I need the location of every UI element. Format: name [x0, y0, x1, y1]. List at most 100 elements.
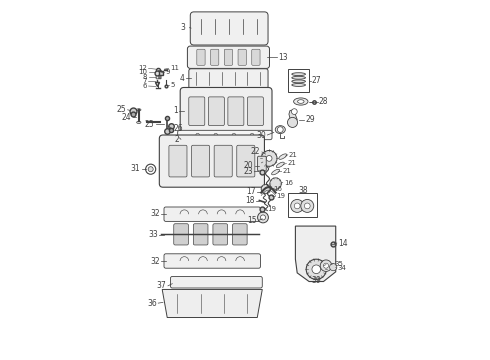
- Text: 32: 32: [150, 257, 160, 266]
- Ellipse shape: [275, 126, 285, 134]
- FancyBboxPatch shape: [187, 46, 270, 68]
- FancyBboxPatch shape: [180, 87, 272, 135]
- Text: 35: 35: [334, 261, 343, 266]
- Text: 8: 8: [143, 74, 147, 80]
- Circle shape: [196, 133, 199, 137]
- Text: 21: 21: [289, 152, 298, 158]
- Ellipse shape: [292, 80, 305, 83]
- Ellipse shape: [294, 98, 308, 105]
- Circle shape: [232, 133, 236, 137]
- Text: 18: 18: [245, 196, 255, 205]
- Circle shape: [306, 259, 326, 279]
- Text: 12: 12: [138, 66, 147, 71]
- Ellipse shape: [271, 169, 280, 175]
- Bar: [288, 69, 309, 92]
- Circle shape: [330, 264, 337, 271]
- Polygon shape: [289, 110, 297, 123]
- Circle shape: [292, 109, 297, 114]
- FancyBboxPatch shape: [169, 145, 187, 177]
- Text: 20: 20: [244, 161, 253, 170]
- Text: 21: 21: [283, 168, 292, 174]
- FancyBboxPatch shape: [197, 49, 205, 65]
- Text: 37: 37: [157, 282, 167, 290]
- Circle shape: [304, 203, 310, 209]
- FancyBboxPatch shape: [232, 224, 247, 245]
- Text: 23: 23: [244, 167, 253, 176]
- FancyBboxPatch shape: [211, 49, 219, 65]
- Text: 17: 17: [246, 187, 256, 196]
- Text: 26: 26: [173, 124, 183, 133]
- FancyBboxPatch shape: [178, 130, 272, 140]
- Circle shape: [258, 212, 269, 223]
- Text: 21: 21: [288, 161, 296, 166]
- Text: 33: 33: [148, 230, 158, 239]
- FancyBboxPatch shape: [164, 254, 261, 268]
- Text: 7: 7: [143, 78, 147, 84]
- FancyBboxPatch shape: [174, 224, 188, 245]
- Text: 32: 32: [150, 210, 160, 218]
- FancyBboxPatch shape: [224, 49, 233, 65]
- Text: 11: 11: [170, 66, 179, 71]
- Text: 14: 14: [338, 239, 347, 248]
- Text: 24: 24: [122, 112, 132, 122]
- FancyBboxPatch shape: [156, 74, 161, 79]
- Circle shape: [320, 260, 332, 271]
- Circle shape: [261, 184, 270, 194]
- Text: 39: 39: [312, 276, 321, 284]
- FancyBboxPatch shape: [189, 97, 205, 126]
- Text: 2: 2: [175, 135, 179, 144]
- FancyBboxPatch shape: [190, 12, 268, 45]
- Bar: [288, 193, 317, 217]
- Text: 9: 9: [165, 69, 170, 75]
- Ellipse shape: [279, 154, 287, 159]
- Text: 25: 25: [145, 120, 154, 129]
- Text: 19: 19: [268, 206, 276, 212]
- Ellipse shape: [137, 109, 141, 111]
- Text: 34: 34: [338, 265, 347, 271]
- Circle shape: [214, 133, 218, 137]
- Text: 19: 19: [277, 193, 286, 199]
- Text: 4: 4: [180, 74, 185, 83]
- Circle shape: [261, 215, 266, 220]
- Ellipse shape: [137, 121, 141, 123]
- Text: 1: 1: [173, 107, 178, 116]
- Text: 16: 16: [284, 180, 293, 185]
- FancyBboxPatch shape: [258, 156, 266, 171]
- Text: 15: 15: [247, 216, 257, 225]
- FancyBboxPatch shape: [214, 145, 232, 177]
- FancyBboxPatch shape: [164, 207, 261, 221]
- Text: 3: 3: [181, 23, 186, 32]
- Text: 22: 22: [250, 148, 260, 157]
- Ellipse shape: [292, 84, 305, 86]
- Text: 10: 10: [138, 69, 147, 75]
- Text: 30: 30: [256, 131, 266, 140]
- Text: 25: 25: [117, 105, 126, 114]
- Circle shape: [148, 167, 153, 172]
- Text: 29: 29: [305, 115, 315, 124]
- Text: 16: 16: [273, 186, 282, 192]
- FancyBboxPatch shape: [171, 276, 262, 288]
- Circle shape: [291, 199, 304, 212]
- Ellipse shape: [276, 162, 284, 168]
- Text: 13: 13: [278, 53, 288, 62]
- Circle shape: [277, 127, 283, 132]
- Text: 31: 31: [130, 164, 140, 174]
- Circle shape: [323, 263, 328, 268]
- Ellipse shape: [292, 73, 305, 76]
- Text: 5: 5: [170, 82, 174, 88]
- Text: 28: 28: [319, 97, 328, 106]
- FancyBboxPatch shape: [208, 97, 224, 126]
- Polygon shape: [295, 226, 336, 282]
- FancyBboxPatch shape: [213, 224, 227, 245]
- Text: 27: 27: [312, 76, 321, 85]
- Text: 36: 36: [147, 299, 157, 307]
- Circle shape: [301, 199, 314, 212]
- Circle shape: [312, 265, 320, 274]
- FancyBboxPatch shape: [247, 97, 264, 126]
- FancyBboxPatch shape: [237, 145, 255, 177]
- Circle shape: [250, 133, 254, 137]
- Circle shape: [288, 117, 297, 127]
- Circle shape: [270, 178, 281, 189]
- Circle shape: [261, 150, 277, 166]
- FancyBboxPatch shape: [192, 145, 210, 177]
